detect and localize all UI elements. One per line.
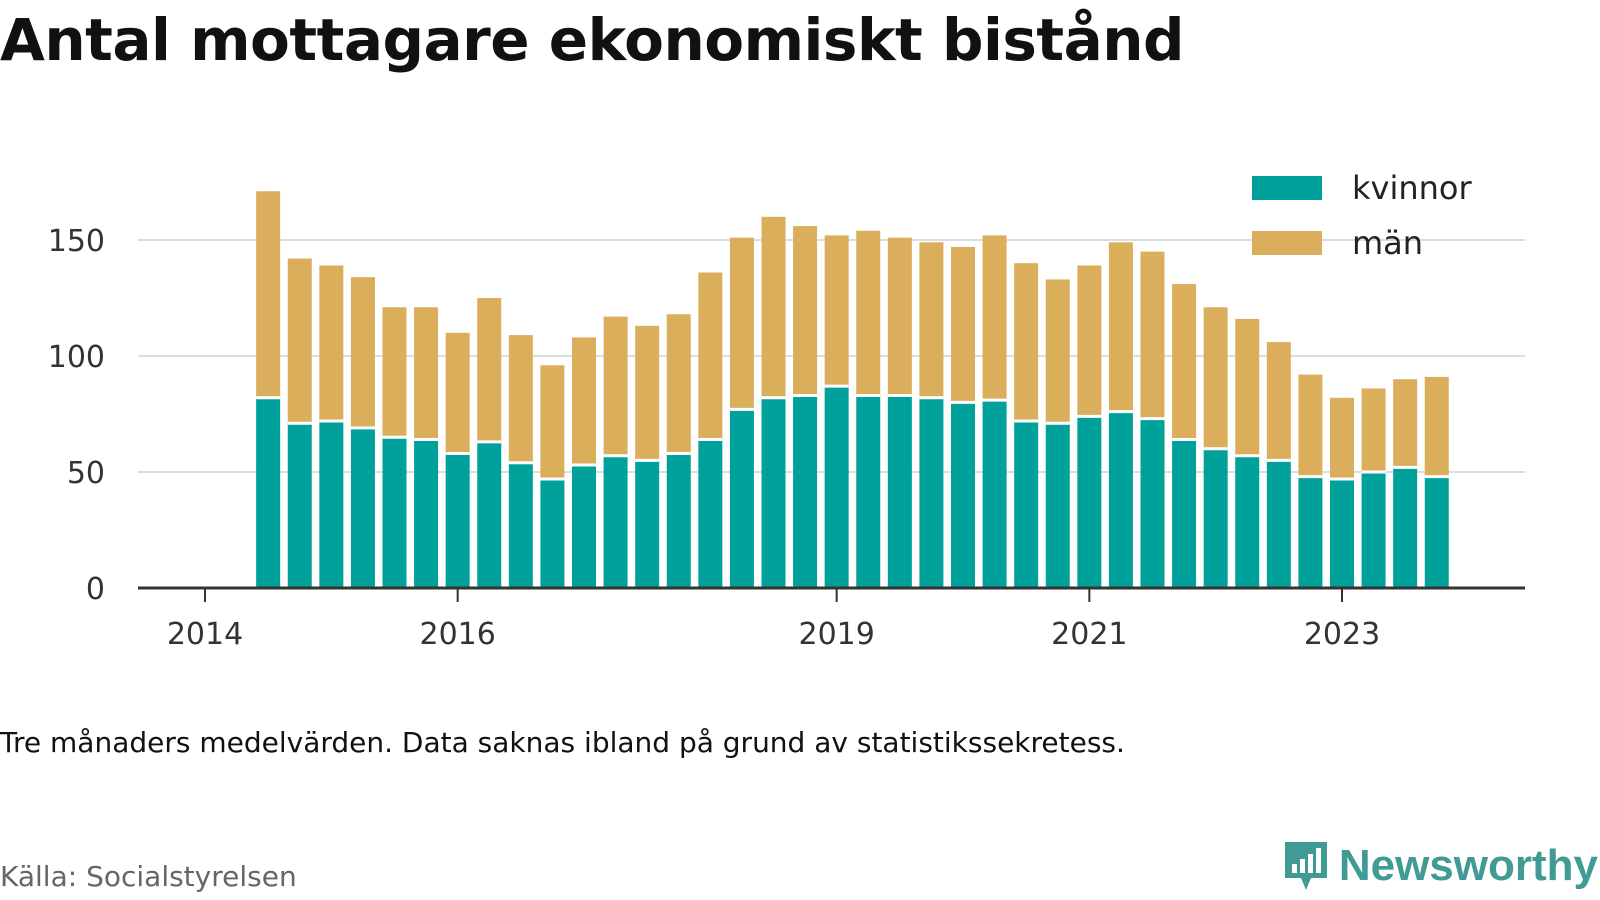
bar-kvinnor (856, 395, 881, 588)
legend-label: kvinnor (1352, 169, 1473, 207)
bar-man (445, 332, 470, 454)
bars (256, 191, 1449, 588)
source-label: Källa: Socialstyrelsen (0, 860, 297, 893)
y-tick-label: 100 (48, 340, 105, 375)
bar-kvinnor (698, 439, 723, 588)
bar-man (698, 272, 723, 440)
bar-kvinnor (1235, 455, 1260, 588)
bar-kvinnor (350, 427, 375, 588)
x-tick-label: 2016 (419, 617, 495, 652)
bar-man (919, 242, 944, 398)
bar-kvinnor (603, 455, 628, 588)
y-tick-label: 50 (67, 456, 105, 491)
bar-kvinnor (824, 386, 849, 588)
bar-kvinnor (982, 400, 1007, 588)
bar-man (635, 325, 660, 461)
bar-kvinnor (1108, 411, 1133, 588)
bar-kvinnor (1077, 416, 1102, 588)
y-tick-label: 0 (86, 572, 105, 607)
brand-logo: Newsworthy (1281, 838, 1598, 894)
bar-kvinnor (729, 409, 754, 588)
bar-kvinnor (414, 439, 439, 588)
bar-man (382, 307, 407, 438)
bar-man (319, 265, 344, 421)
brand-name: Newsworthy (1338, 841, 1598, 890)
bar-kvinnor (508, 462, 533, 588)
bar-man (256, 191, 281, 398)
legend-swatch (1252, 176, 1322, 200)
bar-kvinnor (319, 420, 344, 588)
x-tick-label: 2021 (1051, 617, 1127, 652)
bar-man (887, 237, 912, 396)
x-axis: 0 50 100 150 2014 2016 2019 2021 2023 (48, 224, 1525, 652)
bar-man (508, 335, 533, 463)
bar-man (603, 316, 628, 456)
bar-man (350, 277, 375, 428)
bar-kvinnor (887, 395, 912, 588)
bar-man (824, 235, 849, 387)
bar-kvinnor (1172, 439, 1197, 588)
bar-kvinnor (1330, 478, 1354, 588)
bar-kvinnor (1298, 476, 1323, 588)
bar-man (540, 365, 565, 479)
bar-kvinnor (793, 395, 818, 588)
bar-man (951, 246, 975, 403)
x-tick-label: 2014 (167, 617, 243, 652)
bar-kvinnor (1140, 418, 1165, 588)
bar-man (1014, 263, 1039, 421)
bar-man (477, 298, 502, 442)
bar-man (793, 226, 818, 396)
bar-kvinnor (1203, 448, 1228, 588)
bar-kvinnor (287, 423, 312, 588)
bar-kvinnor (382, 437, 407, 588)
bar-kvinnor (1014, 420, 1039, 588)
bar-man (729, 237, 754, 410)
bar-man (1393, 379, 1418, 468)
chart-title: Antal mottagare ekonomiskt bistånd (0, 6, 1185, 74)
chart-note: Tre månaders medelvärden. Data saknas ib… (0, 726, 1125, 759)
bar-man (287, 258, 312, 424)
bar-kvinnor (572, 465, 596, 588)
bar-kvinnor (635, 460, 660, 588)
bar-kvinnor (256, 397, 281, 588)
bar-kvinnor (1393, 467, 1418, 588)
bar-man (1140, 251, 1165, 419)
bar-kvinnor (445, 453, 470, 588)
bar-man (414, 307, 439, 440)
bar-man (1045, 279, 1070, 424)
bar-kvinnor (1424, 476, 1449, 588)
x-tick-label: 2023 (1304, 617, 1380, 652)
legend-label: män (1352, 224, 1423, 262)
bar-man (1235, 318, 1260, 456)
bar-kvinnor (666, 453, 691, 588)
bar-man (1077, 265, 1102, 417)
bar-man (982, 235, 1007, 401)
bar-man (572, 337, 596, 466)
bar-kvinnor (477, 441, 502, 588)
bar-kvinnor (540, 478, 565, 588)
bar-kvinnor (919, 397, 944, 588)
bar-kvinnor (1266, 460, 1291, 588)
bar-man (1330, 397, 1354, 479)
bar-kvinnor (951, 402, 975, 588)
bar-man (666, 314, 691, 454)
legend-swatch (1252, 231, 1322, 255)
x-tick-label: 2019 (798, 617, 874, 652)
bar-man (1108, 242, 1133, 412)
y-tick-label: 150 (48, 224, 105, 259)
stacked-bar-chart: 0 50 100 150 2014 2016 2019 2021 2023 kvinnor män (48, 169, 1525, 652)
bar-kvinnor (1045, 423, 1070, 588)
bar-man (1424, 376, 1449, 477)
bar-man (856, 230, 881, 396)
bar-man (1172, 284, 1197, 440)
bar-man (1298, 374, 1323, 477)
bar-kvinnor (761, 397, 786, 588)
bar-man (1266, 342, 1291, 461)
newsworthy-logo-icon (1284, 842, 1327, 890)
bar-man (1203, 307, 1228, 449)
bar-man (1361, 388, 1386, 472)
bar-kvinnor (1361, 472, 1386, 588)
legend: kvinnor män (1252, 169, 1473, 262)
bar-man (761, 216, 786, 398)
